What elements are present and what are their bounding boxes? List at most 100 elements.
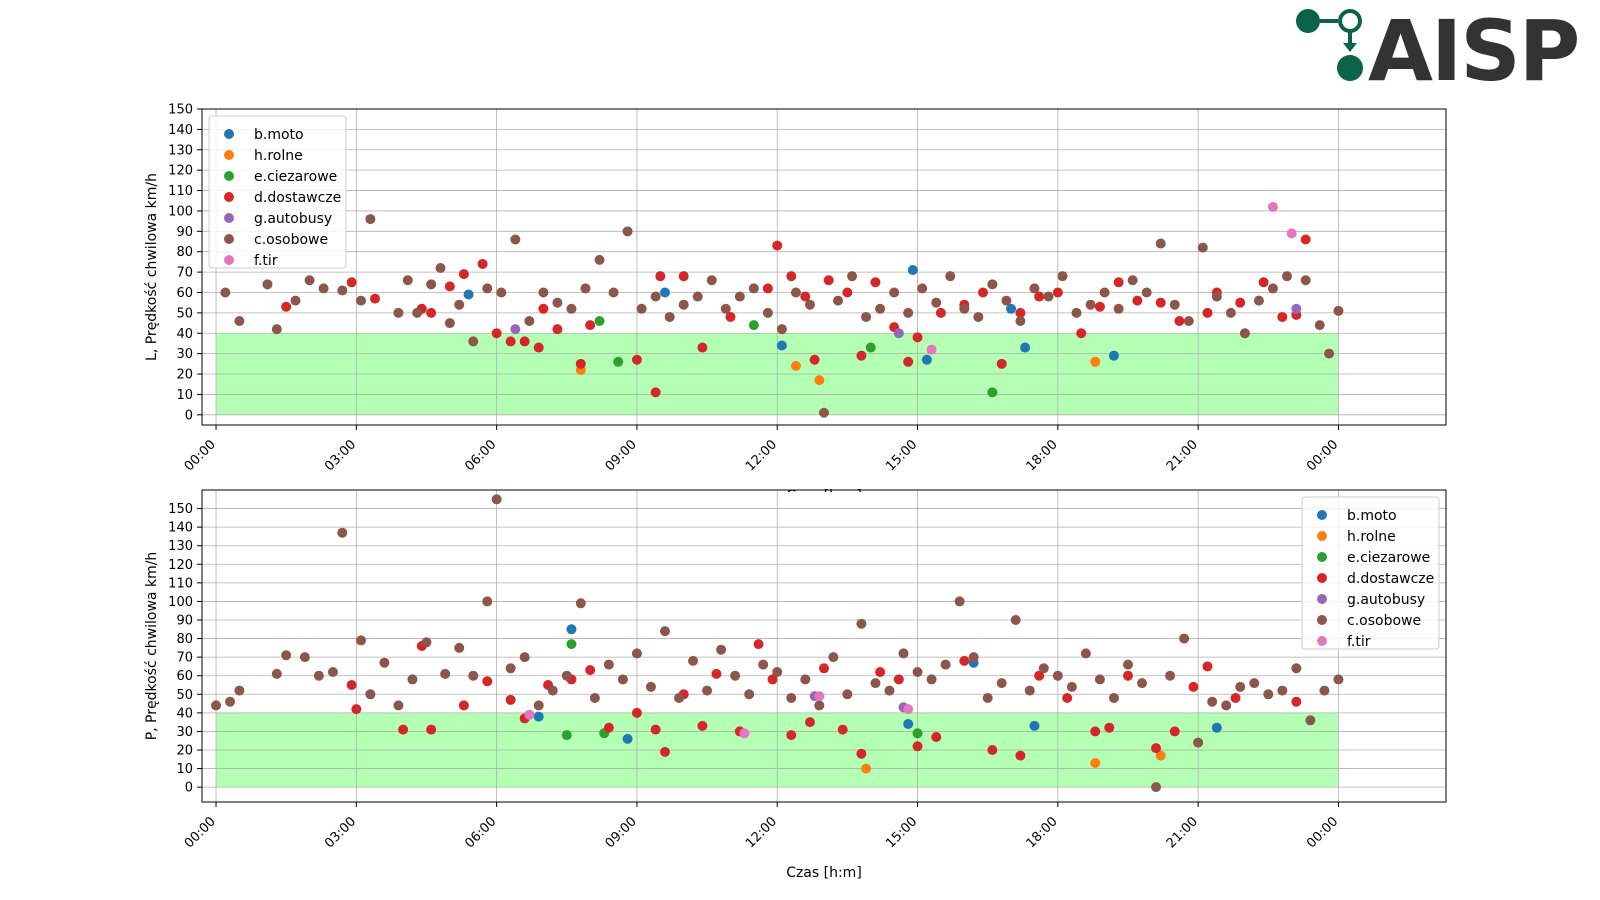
data-point-d-dostawcze-15	[659, 746, 670, 757]
data-point-d-dostawcze-21	[725, 311, 736, 322]
data-point-c-osobowe-28	[617, 674, 628, 685]
y-tick-label-15: 150	[168, 502, 193, 517]
data-point-d-dostawcze-29	[912, 741, 923, 752]
data-point-d-dostawcze-14	[575, 358, 586, 369]
data-point-c-osobowe-69	[1197, 242, 1208, 253]
data-point-d-dostawcze-34	[935, 307, 946, 318]
data-point-c-osobowe-70	[1207, 696, 1218, 707]
data-point-d-dostawcze-2	[370, 293, 381, 304]
data-point-b-moto-5	[1029, 720, 1040, 731]
legend-marker-e-ciezarowe	[1317, 552, 1327, 562]
data-point-e-ciezarowe-0	[594, 316, 605, 327]
data-point-g-autobusy-1	[893, 328, 904, 339]
data-point-c-osobowe-51	[945, 271, 956, 282]
data-point-b-moto-4	[921, 354, 932, 365]
data-point-c-osobowe-8	[356, 295, 367, 306]
data-point-h-rolne-1	[1090, 758, 1101, 768]
data-point-d-dostawcze-49	[1235, 297, 1246, 308]
data-point-b-moto-7	[1108, 350, 1119, 361]
data-point-e-ciezarowe-1	[613, 356, 624, 367]
data-point-d-dostawcze-32	[987, 745, 998, 755]
y-tick-label-8: 80	[176, 245, 193, 260]
data-point-c-osobowe-0	[211, 700, 222, 711]
data-point-c-osobowe-49	[912, 667, 923, 677]
y-tick-label-2: 20	[176, 368, 193, 383]
data-point-c-osobowe-49	[917, 283, 928, 294]
x-tick-label-1: 03:00	[322, 437, 359, 474]
data-point-f-tir-2	[1286, 228, 1297, 239]
data-point-b-moto-3	[903, 719, 914, 729]
data-point-c-osobowe-30	[650, 291, 661, 302]
data-point-d-dostawcze-4	[426, 724, 437, 735]
data-point-b-moto-6	[1020, 342, 1031, 353]
x-tick-label-0: 00:00	[182, 814, 219, 851]
data-point-c-osobowe-26	[594, 254, 605, 265]
data-point-c-osobowe-35	[716, 644, 727, 655]
data-point-c-osobowe-13	[407, 674, 418, 685]
data-point-f-tir-1	[1267, 201, 1278, 212]
data-point-c-osobowe-3	[271, 668, 282, 679]
data-point-h-rolne-0	[861, 763, 872, 774]
x-tick-label-3: 09:00	[603, 437, 640, 474]
data-point-c-osobowe-59	[1057, 271, 1068, 282]
data-point-c-osobowe-5	[304, 275, 315, 286]
data-point-c-osobowe-21	[519, 652, 530, 663]
data-point-c-osobowe-29	[636, 303, 647, 314]
legend-label-f-tir: f.tir	[254, 253, 278, 269]
data-point-d-dostawcze-12	[538, 303, 549, 314]
data-point-c-osobowe-68	[1183, 316, 1194, 327]
y-tick-label-9: 90	[176, 225, 193, 240]
data-point-d-dostawcze-4	[426, 307, 437, 318]
data-point-c-osobowe-68	[1179, 633, 1190, 644]
plot-frame	[201, 489, 1447, 803]
data-point-c-osobowe-52	[954, 596, 965, 607]
data-point-c-osobowe-63	[1113, 303, 1124, 314]
data-point-c-osobowe-18	[482, 596, 493, 607]
data-point-c-osobowe-18	[482, 283, 493, 294]
y-tick-label-3: 30	[176, 725, 193, 740]
data-point-c-osobowe-77	[1314, 320, 1325, 331]
data-point-c-osobowe-71	[1221, 700, 1232, 711]
data-point-c-osobowe-27	[603, 659, 614, 670]
y-tick-label-14: 140	[168, 521, 193, 536]
data-point-c-osobowe-39	[772, 667, 783, 677]
data-point-c-osobowe-21	[524, 316, 535, 327]
data-point-b-moto-2	[622, 733, 633, 744]
x-tick-label-2: 06:00	[462, 437, 499, 474]
data-point-c-osobowe-65	[1137, 678, 1148, 689]
data-point-d-dostawcze-26	[809, 354, 820, 365]
data-point-c-osobowe-9	[356, 635, 367, 646]
data-point-c-osobowe-58	[1038, 663, 1049, 674]
data-point-c-osobowe-44	[847, 271, 858, 282]
x-tick-label-6: 18:00	[1024, 437, 1061, 474]
data-point-d-dostawcze-18	[655, 271, 666, 282]
data-point-c-osobowe-31	[659, 626, 670, 637]
data-point-c-osobowe-61	[1085, 299, 1096, 310]
data-point-c-osobowe-7	[327, 667, 338, 677]
y-tick-label-9: 90	[176, 614, 193, 629]
data-point-d-dostawcze-19	[678, 271, 689, 282]
data-point-c-osobowe-73	[1249, 678, 1260, 689]
y-tick-label-12: 120	[168, 558, 193, 573]
data-point-c-osobowe-22	[533, 700, 544, 711]
data-point-d-dostawcze-31	[959, 655, 970, 666]
data-point-d-dostawcze-35	[1062, 693, 1073, 703]
legend-label-c-osobowe: c.osobowe	[254, 232, 328, 248]
data-point-d-dostawcze-1	[346, 277, 357, 288]
data-point-c-osobowe-34	[706, 275, 717, 286]
x-tick-label-2: 06:00	[462, 814, 499, 851]
data-point-c-osobowe-54	[987, 279, 998, 290]
data-point-c-osobowe-76	[1300, 275, 1311, 286]
data-point-d-dostawcze-20	[753, 639, 764, 650]
data-point-c-osobowe-15	[444, 318, 455, 329]
y-tick-label-10: 100	[168, 595, 193, 610]
data-point-c-osobowe-12	[412, 307, 423, 318]
plot-frame	[201, 108, 1447, 426]
data-point-d-dostawcze-27	[823, 275, 834, 286]
data-point-c-osobowe-75	[1281, 271, 1292, 282]
data-point-c-osobowe-38	[758, 659, 769, 670]
data-point-c-osobowe-72	[1239, 328, 1250, 339]
data-point-d-dostawcze-1	[351, 704, 362, 715]
data-point-d-dostawcze-11	[585, 665, 596, 676]
data-point-c-osobowe-11	[402, 275, 413, 286]
